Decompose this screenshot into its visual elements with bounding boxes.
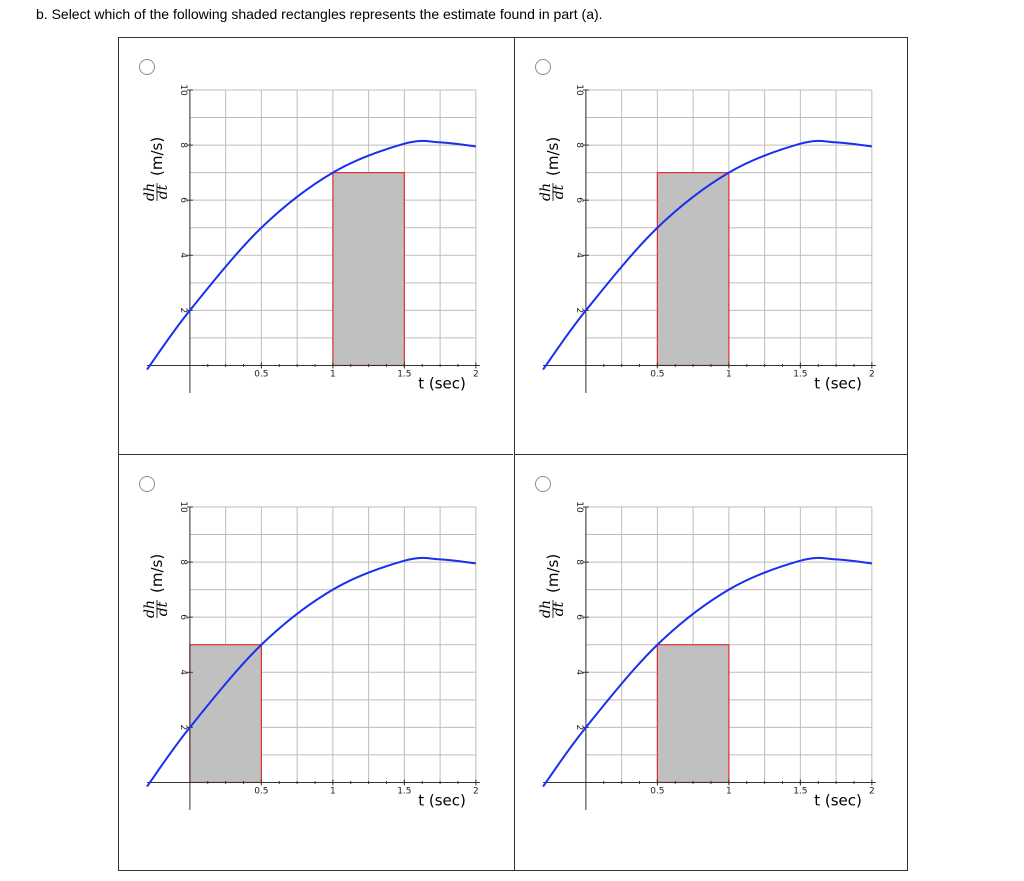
- y-tick-label: 6: [574, 614, 584, 620]
- y-label-denominator: dt: [155, 184, 171, 199]
- y-label-denominator: dt: [551, 184, 567, 199]
- y-label-denominator: dt: [551, 601, 567, 616]
- x-tick-label: 2: [869, 786, 875, 796]
- x-axis-label: t (sec): [418, 374, 466, 392]
- y-label-unit: (m/s): [148, 137, 166, 176]
- y-tick-label: 8: [574, 142, 584, 148]
- answer-options-table: 0.5 1 1.5 2 2 4 6 8 10 t (sec) dh dt (m/s) 0.5 1 1.5 2 2…: [118, 37, 908, 871]
- y-tick-label: 2: [574, 307, 584, 313]
- y-tick-label: 4: [574, 252, 584, 258]
- curve-line: [146, 556, 476, 788]
- x-tick-label: 1: [330, 369, 336, 379]
- x-tick-label: 1: [726, 786, 732, 796]
- x-tick-label: 1.5: [397, 369, 411, 379]
- y-label-numerator: dh: [538, 600, 554, 618]
- radio-button-option-c[interactable]: [139, 476, 155, 492]
- x-tick-label: 1.5: [397, 786, 411, 796]
- y-tick-label: 4: [574, 669, 584, 675]
- curve-line: [542, 139, 872, 371]
- x-axis-label: t (sec): [418, 791, 466, 809]
- y-tick-label: 8: [574, 559, 584, 565]
- x-tick-label: 1.5: [793, 786, 807, 796]
- shaded-rectangle: [656, 172, 730, 367]
- x-tick-label: 0.5: [254, 786, 268, 796]
- y-tick-label: 10: [574, 501, 584, 513]
- x-tick-label: 1.5: [793, 369, 807, 379]
- radio-button-option-a[interactable]: [139, 59, 155, 75]
- x-tick-label: 1: [726, 369, 732, 379]
- y-label-numerator: dh: [142, 600, 158, 618]
- radio-button-option-d[interactable]: [535, 476, 551, 492]
- y-tick-label: 10: [178, 84, 188, 96]
- x-tick-label: 2: [473, 369, 479, 379]
- y-tick-label: 6: [178, 614, 188, 620]
- option-cell-a: 0.5 1 1.5 2 2 4 6 8 10 t (sec) dh dt (m/s): [119, 38, 513, 454]
- curve-line: [542, 556, 872, 788]
- y-tick-label: 10: [574, 84, 584, 96]
- x-axis-label: t (sec): [814, 374, 862, 392]
- y-label-unit: (m/s): [544, 137, 562, 176]
- shaded-rectangle: [332, 172, 405, 367]
- x-tick-label: 0.5: [650, 786, 664, 796]
- x-tick-label: 2: [473, 786, 479, 796]
- x-tick-label: 0.5: [254, 369, 268, 379]
- y-tick-label: 2: [178, 724, 188, 730]
- option-cell-c: 0.5 1 1.5 2 2 4 6 8 10 t (sec) dh dt (m/s): [119, 454, 513, 870]
- y-label-unit: (m/s): [544, 554, 562, 593]
- y-tick-label: 6: [178, 197, 188, 203]
- y-label-numerator: dh: [142, 183, 158, 201]
- y-tick-label: 2: [178, 307, 188, 313]
- shaded-rectangle: [656, 644, 730, 784]
- y-tick-label: 8: [178, 142, 188, 148]
- y-tick-label: 8: [178, 559, 188, 565]
- x-tick-label: 0.5: [650, 369, 664, 379]
- y-tick-label: 2: [574, 724, 584, 730]
- x-tick-label: 1: [330, 786, 336, 796]
- x-tick-label: 2: [869, 369, 875, 379]
- question-text: b. Select which of the following shaded …: [36, 6, 603, 22]
- radio-button-option-b[interactable]: [535, 59, 551, 75]
- option-cell-b: 0.5 1 1.5 2 2 4 6 8 10 t (sec) dh dt (m/s): [514, 38, 908, 454]
- y-label-numerator: dh: [538, 183, 554, 201]
- y-tick-label: 10: [178, 501, 188, 513]
- option-cell-d: 0.5 1 1.5 2 2 4 6 8 10 t (sec) dh dt (m/s): [514, 454, 908, 870]
- y-label-unit: (m/s): [148, 554, 166, 593]
- y-tick-label: 6: [574, 197, 584, 203]
- curve-line: [146, 139, 476, 371]
- y-tick-label: 4: [178, 252, 188, 258]
- y-tick-label: 4: [178, 669, 188, 675]
- y-label-denominator: dt: [155, 601, 171, 616]
- x-axis-label: t (sec): [814, 791, 862, 809]
